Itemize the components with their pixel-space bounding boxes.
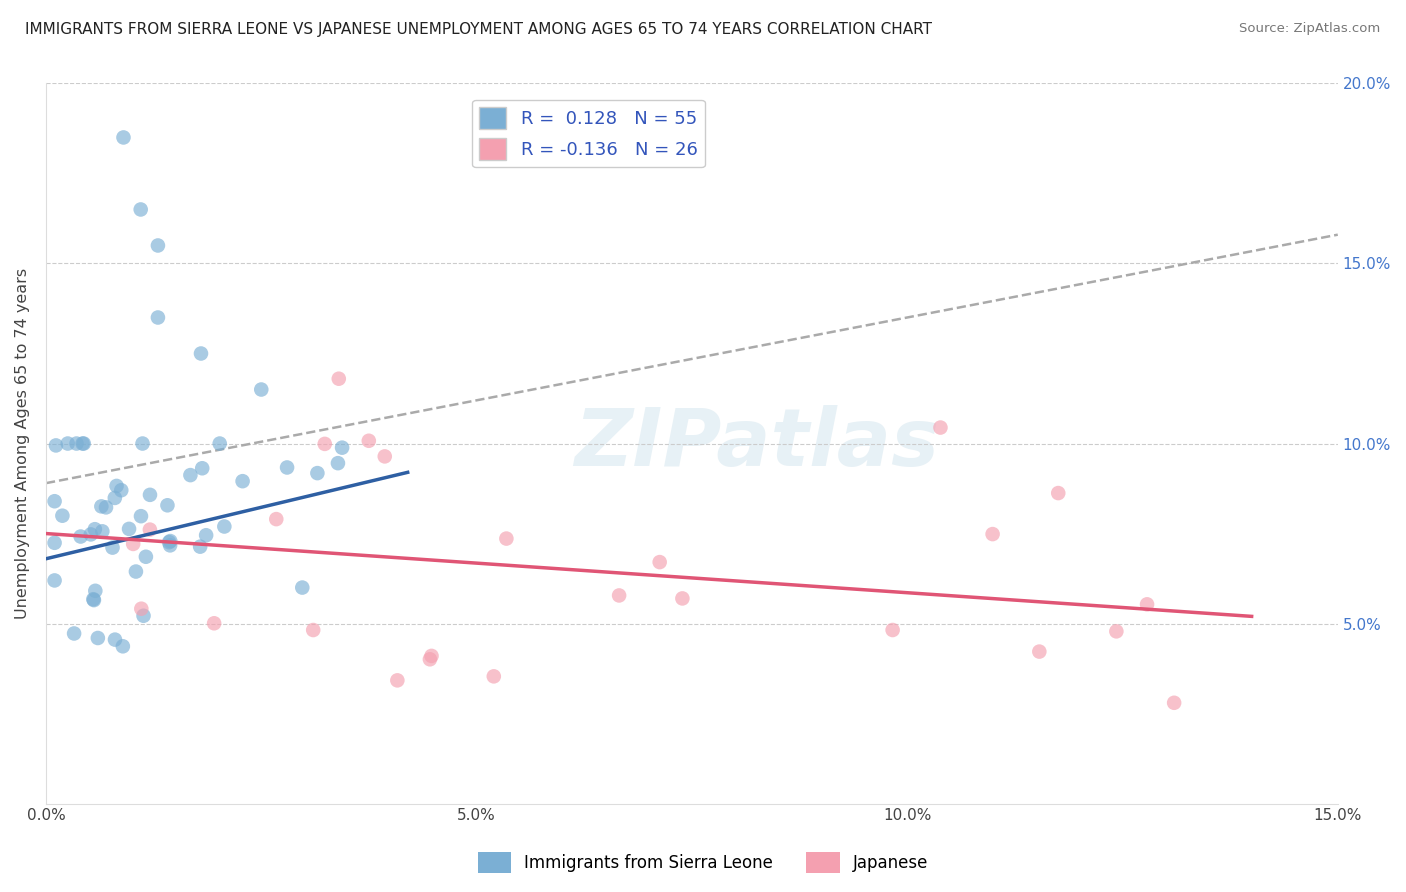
Point [232, 474, 254, 488]
Point [129, 202, 152, 217]
Point [118, 522, 141, 536]
Point [326, 456, 349, 470]
Point [250, 383, 273, 397]
Point [90, 500, 112, 514]
Point [495, 532, 517, 546]
Point [981, 527, 1004, 541]
Point [420, 648, 443, 663]
Point [314, 437, 336, 451]
Point [63, 626, 86, 640]
Point [80, 527, 103, 541]
Point [135, 549, 157, 564]
Point [125, 565, 148, 579]
Point [214, 519, 236, 533]
Point [1136, 598, 1159, 612]
Point [51, 508, 73, 523]
Point [307, 466, 329, 480]
Text: ZIPatlas: ZIPatlas [574, 405, 939, 483]
Point [94, 500, 117, 515]
Point [110, 483, 132, 498]
Point [190, 346, 212, 360]
Point [111, 640, 134, 654]
Point [73, 436, 96, 450]
Point [44, 494, 66, 508]
Y-axis label: Unemployment Among Ages 65 to 74 years: Unemployment Among Ages 65 to 74 years [15, 268, 30, 619]
Point [132, 608, 155, 623]
Point [357, 434, 380, 448]
Point [45, 438, 67, 452]
Point [146, 310, 169, 325]
Point [69, 529, 91, 543]
Point [159, 538, 181, 552]
Point [156, 498, 179, 512]
Point [44, 536, 66, 550]
Point [65, 436, 87, 450]
Point [139, 488, 162, 502]
Point [159, 534, 181, 549]
Point [112, 130, 135, 145]
Point [276, 460, 298, 475]
Point [929, 420, 952, 434]
Point [122, 537, 145, 551]
Point [387, 673, 409, 688]
Point [44, 574, 66, 588]
Point [139, 523, 162, 537]
Point [882, 623, 904, 637]
Point [83, 593, 105, 607]
Point [607, 589, 630, 603]
Point [188, 540, 211, 554]
Point [157, 535, 180, 549]
Point [105, 479, 128, 493]
Point [264, 512, 287, 526]
Point [208, 436, 231, 450]
Point [56, 436, 79, 450]
Point [104, 491, 127, 505]
Point [374, 450, 396, 464]
Point [91, 524, 114, 539]
Text: IMMIGRANTS FROM SIERRA LEONE VS JAPANESE UNEMPLOYMENT AMONG AGES 65 TO 74 YEARS : IMMIGRANTS FROM SIERRA LEONE VS JAPANESE… [25, 22, 932, 37]
Point [482, 669, 505, 683]
Legend: R =  0.128   N = 55, R = -0.136   N = 26: R = 0.128 N = 55, R = -0.136 N = 26 [472, 100, 704, 167]
Point [671, 591, 693, 606]
Point [179, 468, 201, 483]
Point [1047, 486, 1070, 500]
Point [195, 528, 218, 542]
Point [84, 583, 107, 598]
Point [82, 592, 104, 607]
Point [648, 555, 671, 569]
Point [291, 581, 314, 595]
Point [101, 541, 124, 555]
Point [1163, 696, 1185, 710]
Point [419, 652, 441, 666]
Point [72, 436, 94, 450]
Point [330, 441, 353, 455]
Legend: Immigrants from Sierra Leone, Japanese: Immigrants from Sierra Leone, Japanese [471, 846, 935, 880]
Point [87, 631, 110, 645]
Point [131, 601, 153, 615]
Point [104, 632, 127, 647]
Point [202, 616, 225, 631]
Point [1105, 624, 1128, 639]
Point [1028, 644, 1050, 658]
Point [191, 461, 214, 475]
Point [146, 238, 169, 252]
Point [131, 436, 153, 450]
Point [83, 522, 105, 536]
Point [129, 509, 152, 524]
Point [302, 623, 325, 637]
Point [328, 372, 350, 386]
Text: Source: ZipAtlas.com: Source: ZipAtlas.com [1240, 22, 1381, 36]
